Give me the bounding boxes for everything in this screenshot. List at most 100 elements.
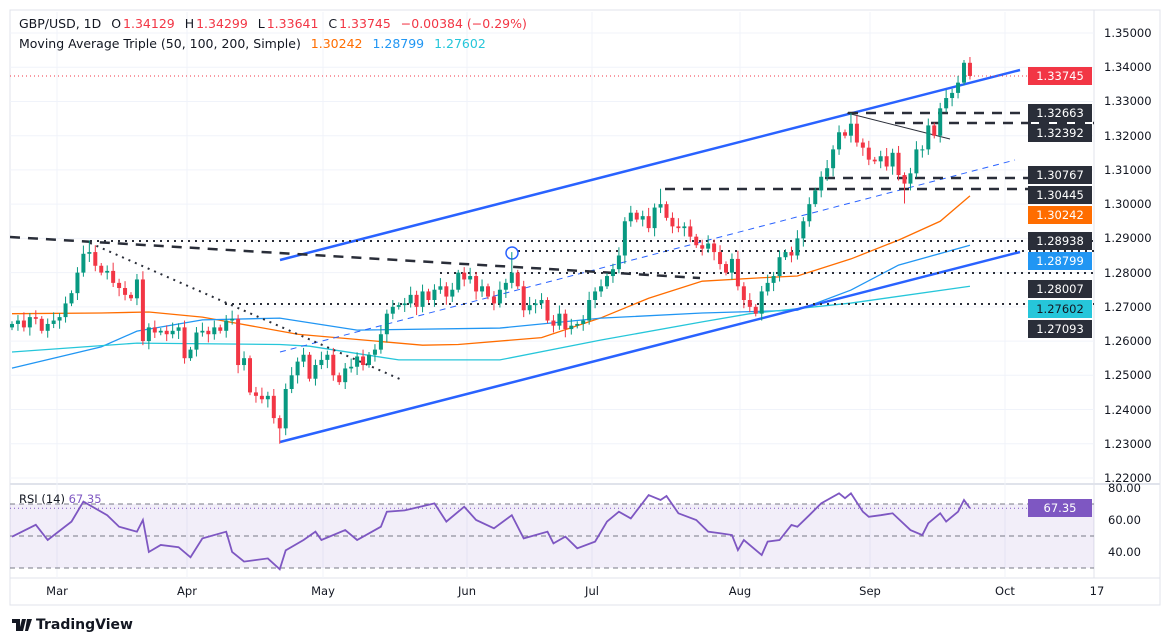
candle[interactable]: [610, 263, 615, 283]
candle[interactable]: [402, 297, 407, 312]
candle[interactable]: [265, 391, 270, 408]
candle[interactable]: [527, 296, 532, 315]
candle[interactable]: [295, 357, 300, 384]
candle[interactable]: [759, 285, 764, 321]
candle[interactable]: [753, 304, 758, 317]
candle[interactable]: [670, 212, 675, 234]
candle[interactable]: [694, 233, 699, 248]
candle[interactable]: [819, 171, 824, 198]
candle[interactable]: [408, 286, 413, 308]
candle[interactable]: [783, 249, 788, 260]
candle[interactable]: [15, 315, 20, 331]
candle[interactable]: [908, 167, 913, 191]
tradingview-logo[interactable]: TradingView: [12, 617, 133, 633]
symbol-label[interactable]: GBP/USD, 1D: [19, 16, 102, 31]
candle[interactable]: [872, 156, 877, 165]
candle[interactable]: [706, 235, 711, 253]
candle[interactable]: [432, 284, 437, 307]
candle[interactable]: [801, 217, 806, 247]
candle[interactable]: [152, 320, 157, 338]
candle[interactable]: [605, 273, 609, 290]
candle[interactable]: [277, 415, 282, 444]
candle[interactable]: [390, 299, 395, 320]
candle[interactable]: [503, 278, 508, 298]
candle[interactable]: [831, 145, 836, 177]
candle[interactable]: [75, 267, 80, 300]
candle[interactable]: [230, 310, 235, 325]
rsi-line[interactable]: [11, 491, 971, 571]
candle[interactable]: [372, 344, 377, 362]
candle[interactable]: [414, 290, 419, 316]
candle[interactable]: [967, 56, 972, 80]
candle[interactable]: [938, 102, 943, 143]
candle[interactable]: [616, 247, 621, 274]
candle[interactable]: [301, 347, 306, 368]
dotted-descending-trendline[interactable]: [89, 242, 403, 381]
candle[interactable]: [188, 346, 193, 361]
candle[interactable]: [236, 314, 241, 374]
candle[interactable]: [581, 315, 586, 331]
candle[interactable]: [563, 309, 568, 338]
candle[interactable]: [307, 352, 312, 382]
candle[interactable]: [474, 271, 479, 300]
candle[interactable]: [848, 112, 853, 143]
candle[interactable]: [420, 284, 425, 313]
candle[interactable]: [343, 362, 348, 389]
candle[interactable]: [646, 207, 651, 233]
candle[interactable]: [337, 372, 342, 385]
candle[interactable]: [926, 118, 931, 155]
candle[interactable]: [539, 293, 544, 309]
candle[interactable]: [123, 281, 128, 301]
candle[interactable]: [456, 269, 461, 293]
candle[interactable]: [843, 129, 847, 139]
candle[interactable]: [837, 125, 842, 155]
candle[interactable]: [384, 309, 389, 343]
candle[interactable]: [593, 287, 598, 309]
candle[interactable]: [289, 367, 294, 394]
candle[interactable]: [325, 350, 330, 369]
candle[interactable]: [920, 145, 925, 158]
candle[interactable]: [587, 291, 592, 325]
candle[interactable]: [789, 246, 794, 263]
candle[interactable]: [105, 265, 110, 280]
candle[interactable]: [914, 141, 919, 178]
candle[interactable]: [486, 283, 490, 300]
candle[interactable]: [349, 358, 354, 373]
candle[interactable]: [712, 239, 717, 261]
candle[interactable]: [515, 269, 520, 290]
channel-upper-trendline[interactable]: [279, 68, 1021, 262]
candle[interactable]: [664, 201, 669, 221]
candle[interactable]: [462, 267, 467, 287]
candle[interactable]: [164, 325, 169, 342]
candle[interactable]: [497, 281, 502, 308]
candle[interactable]: [813, 187, 818, 207]
candle[interactable]: [825, 159, 830, 181]
sma-50-line[interactable]: [11, 195, 971, 346]
candle[interactable]: [21, 312, 26, 332]
candle[interactable]: [724, 261, 728, 276]
candle[interactable]: [884, 148, 889, 171]
candle[interactable]: [634, 209, 639, 223]
candle[interactable]: [176, 323, 181, 340]
candle[interactable]: [682, 222, 687, 237]
candle[interactable]: [771, 271, 776, 292]
candle[interactable]: [444, 282, 449, 305]
candle[interactable]: [652, 203, 657, 237]
candle[interactable]: [640, 210, 645, 227]
candle[interactable]: [628, 205, 633, 227]
candle[interactable]: [438, 278, 443, 294]
candle[interactable]: [480, 279, 485, 297]
candle[interactable]: [259, 387, 264, 404]
candle[interactable]: [283, 383, 288, 436]
candle[interactable]: [367, 352, 371, 368]
candle[interactable]: [134, 273, 139, 306]
candle[interactable]: [735, 250, 740, 291]
candle[interactable]: [700, 239, 705, 256]
candle[interactable]: [182, 320, 187, 364]
candle[interactable]: [224, 315, 229, 338]
candle[interactable]: [718, 245, 723, 270]
candle[interactable]: [890, 148, 895, 175]
candle[interactable]: [361, 349, 366, 371]
candle[interactable]: [140, 271, 145, 346]
candle[interactable]: [747, 293, 752, 313]
